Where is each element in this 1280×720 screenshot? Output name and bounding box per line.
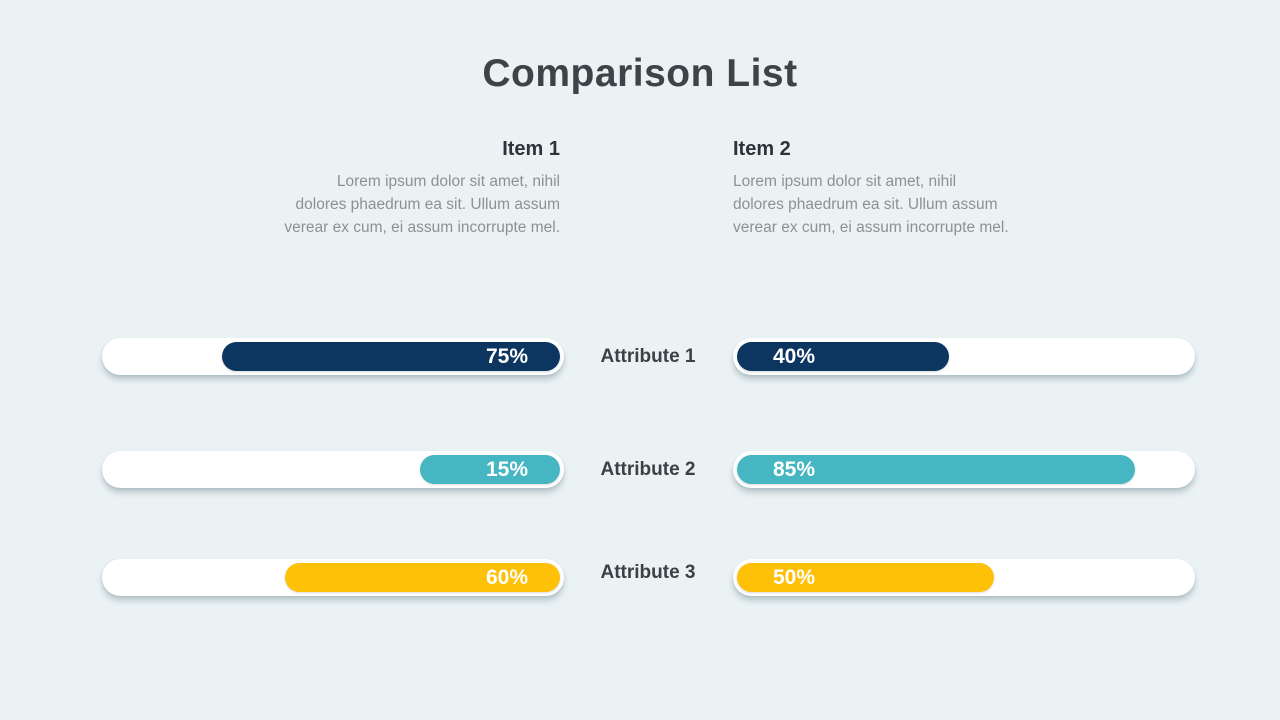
item-1-header: Item 1 Lorem ipsum dolor sit amet, nihil…	[258, 138, 560, 239]
item-1-description-line: Lorem ipsum dolor sit amet, nihil	[336, 173, 560, 190]
item1-attribute3-value: 60%	[485, 566, 528, 589]
item2-attribute1-value: 40%	[773, 345, 816, 368]
item2-attribute1-bar-fill: 40%	[737, 342, 949, 371]
item1-attribute2-bar-track: 15%	[102, 451, 564, 488]
page-title: Comparison List	[482, 52, 798, 95]
item1-attribute2-value: 15%	[485, 458, 528, 481]
item1-attribute3-bar-track: 60%	[102, 559, 564, 596]
item1-attribute1-bar-track: 75%	[102, 338, 564, 375]
item2-attribute1-bar-track: 40%	[733, 338, 1195, 375]
item-2-header: Item 2 Lorem ipsum dolor sit amet, nihil…	[733, 138, 1035, 239]
item1-attribute1-value: 75%	[485, 345, 528, 368]
item2-attribute2-bar-fill: 85%	[737, 455, 1135, 484]
item-2-description: Lorem ipsum dolor sit amet, nihil dolore…	[733, 170, 1035, 239]
item2-attribute3-value: 50%	[773, 566, 816, 589]
attribute-2-label: Attribute 2	[600, 459, 696, 480]
item-2-description-line: Lorem ipsum dolor sit amet, nihil	[733, 173, 957, 190]
item-1-description-line: dolores phaedrum ea sit. Ullum assum	[295, 196, 560, 213]
item1-attribute3-bar-fill: 60%	[285, 563, 560, 592]
item-1-title: Item 1	[502, 138, 560, 160]
item2-attribute3-bar-fill: 50%	[737, 563, 994, 592]
item1-attribute2-bar-fill: 15%	[420, 455, 560, 484]
attribute-1-label: Attribute 1	[600, 346, 696, 367]
item2-attribute3-bar-track: 50%	[733, 559, 1195, 596]
item-2-description-line: verear ex cum, ei assum incorrupte mel.	[733, 219, 1009, 236]
attribute-3-label: Attribute 3	[600, 562, 696, 583]
item-2-description-line: dolores phaedrum ea sit. Ullum assum	[733, 196, 998, 213]
item2-attribute2-value: 85%	[773, 458, 816, 481]
item1-attribute1-bar-fill: 75%	[222, 342, 560, 371]
item-1-description-line: verear ex cum, ei assum incorrupte mel.	[284, 219, 560, 236]
item2-attribute2-bar-track: 85%	[733, 451, 1195, 488]
item-1-description: Lorem ipsum dolor sit amet, nihil dolore…	[258, 170, 560, 239]
item-2-title: Item 2	[733, 138, 791, 160]
